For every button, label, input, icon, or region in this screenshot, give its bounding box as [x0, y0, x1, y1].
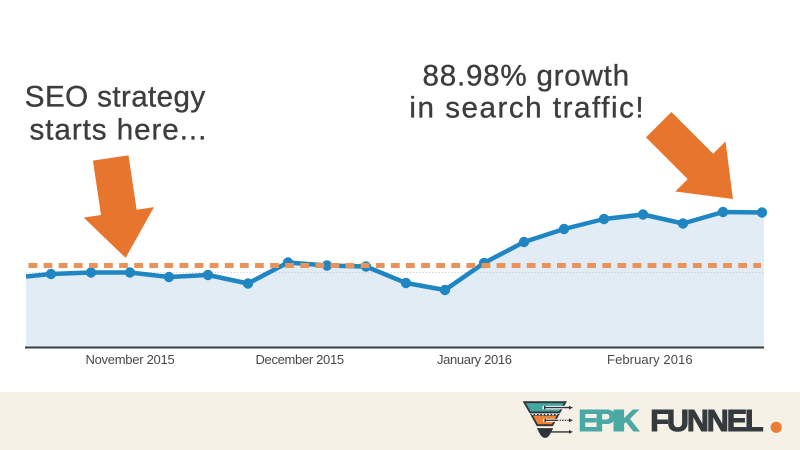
svg-text:February 2016: February 2016	[607, 352, 693, 367]
svg-text:starts here...: starts here...	[30, 114, 207, 147]
svg-text:88.98% growth: 88.98% growth	[423, 59, 630, 92]
svg-text:EPIK: EPIK	[578, 404, 639, 438]
svg-text:in search traffic!: in search traffic!	[409, 92, 643, 125]
svg-text:FUNNEL: FUNNEL	[650, 404, 763, 438]
svg-text:January 2016: January 2016	[437, 352, 512, 367]
svg-text:SEO strategy: SEO strategy	[25, 80, 206, 113]
svg-text:December 2015: December 2015	[256, 352, 345, 367]
svg-text:November 2015: November 2015	[86, 352, 175, 367]
